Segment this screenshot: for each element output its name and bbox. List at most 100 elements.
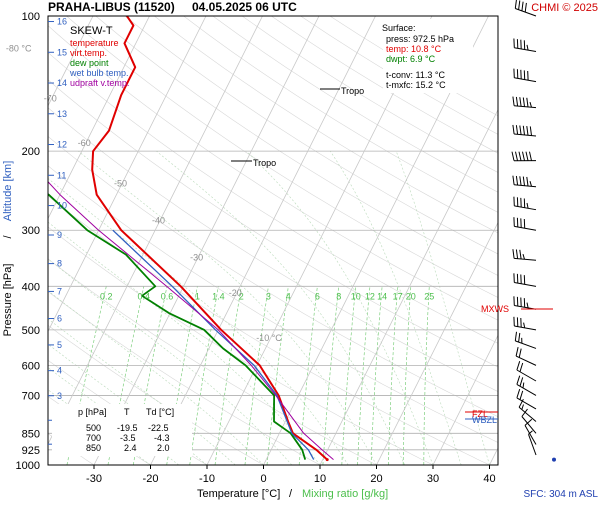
levels-row-t: -3.5 (120, 433, 136, 443)
wind-barb-flag (523, 383, 524, 388)
mixing-ratio-line (424, 286, 430, 465)
wind-barb (512, 152, 536, 161)
ylabel-altitude: Altitude [km] (2, 161, 14, 222)
altitude-tick-label: 3 (57, 391, 62, 401)
isotherm-label: -50 (114, 179, 127, 189)
wind-barb-flag (527, 303, 528, 308)
legend-dew-point: dew point (70, 58, 109, 68)
altitude-tick-label: 5 (57, 340, 62, 350)
wind-barb-flag (516, 250, 517, 259)
wind-barb (514, 197, 536, 210)
temperature-tick-label: 10 (314, 473, 326, 485)
levels-row-t: -19.5 (117, 423, 138, 433)
dry-adiabat-line (154, 16, 600, 465)
levels-row-p: 850 (86, 443, 101, 453)
wind-barb-flag (515, 0, 516, 8)
wind-barb (514, 296, 536, 309)
wind-barb-flag (519, 152, 521, 161)
wind-barb (517, 376, 536, 396)
surface-tconv: t-conv: 11.3 °C (386, 70, 445, 80)
xlabel-temperature: Temperature [°C] (197, 488, 280, 500)
wind-barb-flag (512, 152, 514, 161)
pressure-tick-label: 400 (22, 281, 40, 293)
wind-barb-flag (525, 3, 526, 12)
surface-temp-point (326, 458, 329, 461)
surface-tmxfc: t-mxfc: 15.2 °C (386, 80, 446, 90)
wind-barb-flag (520, 391, 523, 400)
mixing-ratio-line (267, 286, 288, 465)
mixing-ratio-label: 25 (424, 291, 434, 301)
temperature-tick-label: 40 (483, 473, 495, 485)
wind-barb (515, 332, 536, 349)
wind-barb-staff (517, 370, 536, 381)
wind-barb-flag (522, 405, 524, 410)
dry-adiabat-line (96, 16, 600, 465)
temperature-tick-label: 30 (427, 473, 439, 485)
wind-barb (513, 125, 536, 136)
wind-barb-flag (523, 177, 524, 186)
altitude-tick-label: 16 (57, 17, 67, 27)
pressure-tick-label: 500 (22, 325, 40, 337)
altitude-tick-label: 4 (57, 366, 62, 376)
pressure-tick-label: 100 (22, 11, 40, 23)
mixing-ratio-label: 20 (406, 291, 416, 301)
mixing-ratio-label: 6 (315, 291, 320, 301)
wind-barb-flag (516, 152, 518, 161)
mixing-ratio-line (323, 286, 339, 465)
levels-row-p: 500 (86, 423, 101, 433)
isotherm-label: -80 °C (6, 44, 32, 54)
altitude-tick-label: 10 (57, 201, 67, 211)
wind-barb (514, 69, 536, 82)
wind-barb-flag (523, 126, 524, 135)
isotherm-line (490, 16, 600, 465)
ylabel-pressure: Pressure [hPa] (2, 264, 14, 337)
temperature-tick-label: -30 (86, 473, 102, 485)
mixing-ratio-label: 0.4 (138, 291, 151, 301)
wind-barb-flag (522, 2, 523, 11)
mixing-ratio-label: 1 (195, 291, 200, 301)
surface-dwpt: dwpt: 6.9 °C (386, 54, 436, 64)
wind-barb (514, 39, 536, 52)
wind-barb-flag (519, 333, 520, 342)
levels-header-p: p [hPa] (78, 407, 107, 417)
temperature-tick-label: 20 (370, 473, 382, 485)
wind-barb-flag (517, 389, 520, 398)
legend-virt-temp: virt.temp. (70, 48, 107, 58)
pressure-tick-label: 200 (22, 146, 40, 158)
mixing-ratio-line (403, 286, 411, 465)
wind-barb-flag (530, 181, 532, 186)
mixing-ratio-label: 10 (351, 291, 361, 301)
surface-wind-dot (552, 458, 556, 462)
isotherm-label: -60 (78, 138, 91, 148)
pressure-tick-label: 850 (22, 428, 40, 440)
wind-barb (514, 317, 536, 330)
wind-barb-flag (527, 203, 528, 208)
altitude-tick-label: 11 (57, 170, 66, 180)
mixing-ratio-label: 12 (365, 291, 375, 301)
surface-title: Surface: (382, 23, 416, 33)
wind-barb-flag (516, 97, 517, 106)
levels-header-td: Td [°C] (146, 407, 174, 417)
wind-barb (513, 176, 536, 187)
wind-barb-flag (520, 363, 523, 372)
wind-barb-flag (513, 249, 514, 258)
altitude-tick-label: 13 (57, 109, 67, 119)
wind-barb-flag (516, 125, 517, 134)
sfc-label: SFC: 304 m ASL (524, 489, 599, 500)
wind-barb-flag (520, 126, 521, 135)
wind-barb-staff (522, 417, 536, 434)
station-title: PRAHA-LIBUS (11520) (48, 0, 175, 14)
isotherm-label: -10 °C (256, 333, 282, 343)
legend-temperature: temperature (70, 38, 119, 48)
wind-barb-flag (513, 125, 514, 134)
wind-barb-flag (520, 97, 521, 106)
levels-row-td: 2.0 (157, 443, 170, 453)
legend: SKEW-T temperature virt.temp. dew point … (69, 25, 129, 88)
isotherm-line (546, 16, 600, 465)
wind-barb-flag (527, 126, 528, 135)
wind-barb-flag (519, 349, 521, 358)
mixing-ratio-line (245, 286, 269, 465)
wind-barb-flag (516, 347, 518, 356)
